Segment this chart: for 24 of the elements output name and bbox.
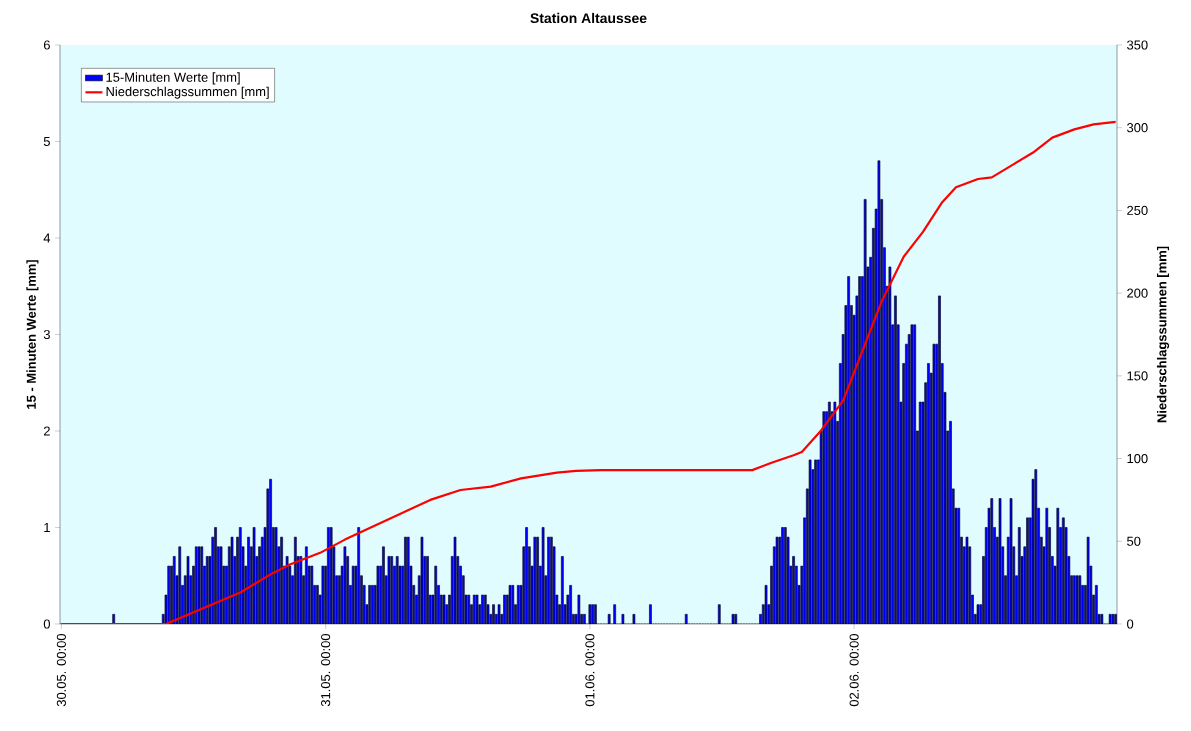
y-axis-title: 15 - Minuten Werte [mm] [26,260,39,409]
y-tick-label: 1 [44,523,50,532]
y2-axis-title: Niederschlagssummen [mm] [1156,246,1170,423]
y-tick-label: 2 [43,426,50,436]
y-tick-label: 5 [43,136,50,146]
y2-tick-label: 150 [1127,371,1148,381]
chart-title: Station Altaussee [530,12,647,24]
y2-tick-label: 350 [1127,40,1148,50]
y-tick-label: 0 [43,619,50,629]
y2-tick-label: 50 [1127,536,1141,546]
y2-tick-label: 250 [1127,205,1148,215]
y-tick-label: 3 [43,329,50,340]
x-tick-label: 02.06. 00:00 [849,634,859,707]
y-tick-label: 4 [43,233,51,243]
y2-tick-label: 100 [1127,453,1148,464]
y-tick-label: 6 [43,40,50,50]
y2-tick-label: 300 [1127,123,1148,133]
legend-label: 15-Minuten Werte [mm] [106,72,240,85]
y2-tick-label: 200 [1127,288,1148,298]
x-tick-label: 31.05. 00:00 [321,634,331,707]
x-tick-label: 30.05. 00:00 [56,634,66,707]
legend-label: Niederschlagssummen [mm] [106,86,269,99]
x-tick-label: 01.06. 00:00 [585,634,595,707]
y2-tick-label: 0 [1127,619,1134,629]
